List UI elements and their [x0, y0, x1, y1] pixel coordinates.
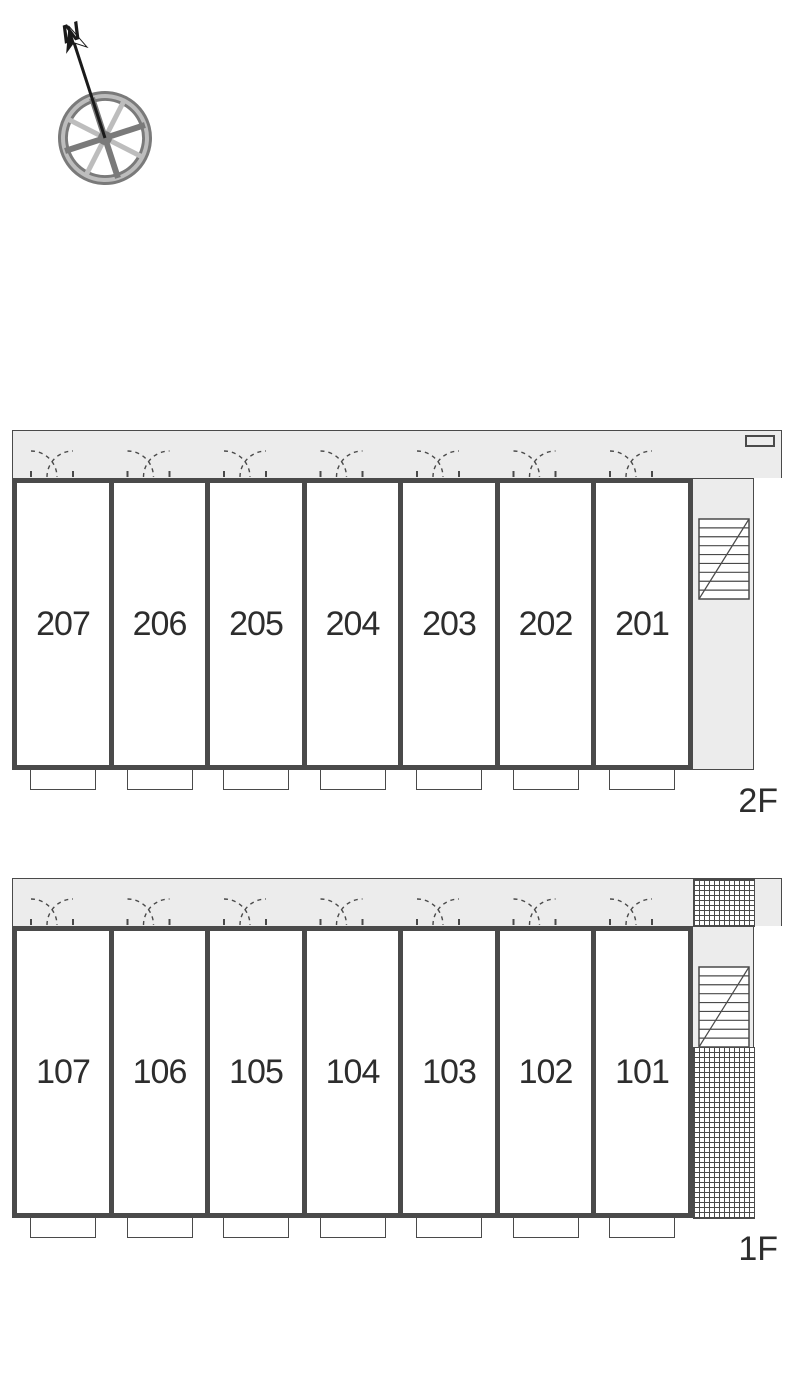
unit-204: 204 [302, 478, 404, 770]
floor-plan-2f: 207206205204203202201 2F [12, 430, 782, 792]
balcony [320, 1218, 386, 1238]
balcony [127, 770, 193, 790]
unit-label: 205 [229, 605, 283, 644]
balcony [416, 1218, 482, 1238]
balcony [513, 770, 579, 790]
unit-101: 101 [591, 926, 693, 1218]
balcony [416, 770, 482, 790]
balconies-1f [12, 1218, 782, 1240]
balcony [609, 770, 675, 790]
unit-label: 105 [229, 1053, 283, 1092]
stairwell [692, 926, 754, 1218]
floor-plan-1f: 107106105104103102101 1F [12, 878, 782, 1240]
unit-label: 104 [326, 1053, 380, 1092]
balconies-2f [12, 770, 782, 792]
unit-206: 206 [109, 478, 211, 770]
stairwell [692, 478, 754, 770]
unit-label: 102 [519, 1053, 573, 1092]
unit-202: 202 [495, 478, 597, 770]
unit-label: 203 [422, 605, 476, 644]
corridor-2f [12, 430, 782, 478]
door-swings-1f [13, 879, 783, 927]
unit-label: 202 [519, 605, 573, 644]
balcony [30, 770, 96, 790]
floor-label-1f: 1F [738, 1230, 778, 1269]
floor-label-2f: 2F [738, 782, 778, 821]
unit-label: 103 [422, 1053, 476, 1092]
balcony [609, 1218, 675, 1238]
unit-203: 203 [398, 478, 500, 770]
corridor-1f [12, 878, 782, 926]
units-row-2f: 207 206 205 204 203 202 201 [12, 478, 782, 770]
unit-207: 207 [12, 478, 114, 770]
stairs-icon [693, 479, 755, 771]
unit-102: 102 [495, 926, 597, 1218]
compass-rose: N [30, 18, 180, 223]
unit-label: 107 [36, 1053, 90, 1092]
unit-label: 207 [36, 605, 90, 644]
balcony [320, 770, 386, 790]
door-swings-2f [13, 431, 783, 479]
balcony [223, 770, 289, 790]
unit-label: 201 [615, 605, 669, 644]
unit-103: 103 [398, 926, 500, 1218]
unit-label: 106 [133, 1053, 187, 1092]
units-row-1f: 107 106 105 104 103 102 101 [12, 926, 782, 1218]
unit-107: 107 [12, 926, 114, 1218]
unit-106: 106 [109, 926, 211, 1218]
unit-201: 201 [591, 478, 693, 770]
unit-104: 104 [302, 926, 404, 1218]
balcony [223, 1218, 289, 1238]
balcony [127, 1218, 193, 1238]
unit-label: 101 [615, 1053, 669, 1092]
hatched-area-bottom [693, 1047, 755, 1219]
balcony [30, 1218, 96, 1238]
balcony [513, 1218, 579, 1238]
unit-105: 105 [205, 926, 307, 1218]
unit-label: 206 [133, 605, 187, 644]
hatched-area-top [693, 879, 755, 927]
unit-label: 204 [326, 605, 380, 644]
unit-205: 205 [205, 478, 307, 770]
